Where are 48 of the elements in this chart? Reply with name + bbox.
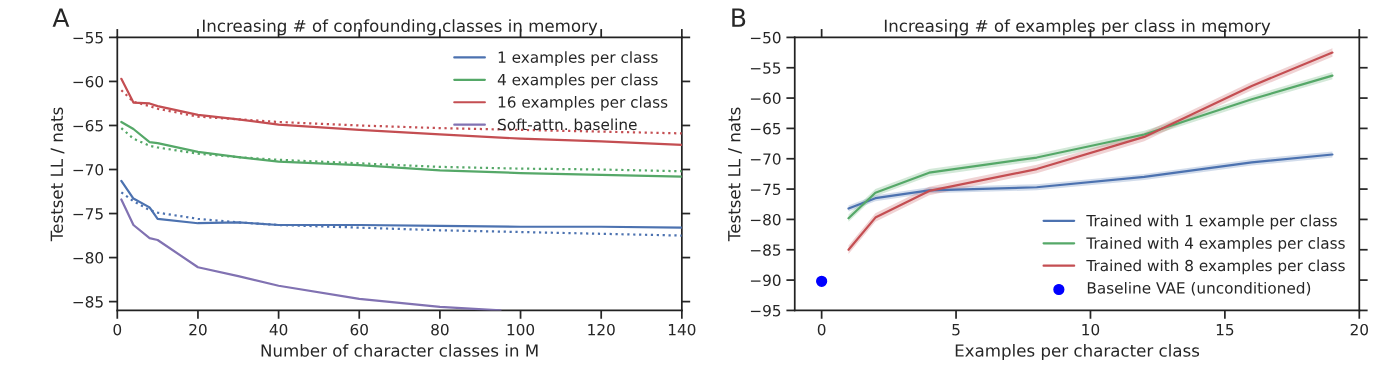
x-tick-label: 20 (1350, 323, 1369, 336)
legend-label: 1 examples per class (498, 51, 658, 66)
x-tick-label: 60 (350, 323, 368, 336)
chart-title: Increasing # of examples per class in memory (884, 19, 1271, 36)
y-tick-label: −85 (750, 244, 781, 256)
x-tick-label: 140 (668, 323, 696, 336)
y-tick-label: −60 (73, 75, 104, 88)
y-tick-label: −55 (73, 32, 103, 44)
y-tick-label: −80 (73, 252, 104, 264)
x-tick-label: 0 (817, 323, 826, 336)
x-tick-label: 10 (1082, 323, 1100, 336)
y-tick-label: −80 (750, 213, 781, 226)
y-tick-label: −70 (750, 153, 781, 165)
x-tick-label: 0 (113, 323, 122, 336)
legend-label: 16 examples per class (498, 96, 668, 111)
legend-label: Soft-attn. baseline (498, 118, 637, 131)
text: B (732, 8, 746, 27)
legend-label: Trained with 1 example per class (1086, 214, 1337, 230)
x-tick-label: 5 (952, 324, 960, 336)
x-tick-label: 15 (1216, 324, 1234, 336)
x-tick-label: 40 (269, 323, 288, 336)
y-tick-label: −65 (750, 122, 781, 135)
x-tick-label: 120 (588, 323, 615, 336)
y-tick-label: −85 (73, 296, 103, 308)
y-tick-label: −75 (73, 208, 103, 220)
y-tick-label: −95 (750, 304, 781, 317)
x-tick-label: 100 (507, 323, 535, 336)
y-axis-title: Testset LL / nats (50, 107, 65, 242)
line-series (120, 198, 502, 311)
legend-label: Trained with 8 examples per class (1086, 259, 1345, 275)
y-tick-label: −90 (750, 274, 781, 287)
legend-label: Baseline VAE (unconditioned) (1087, 281, 1311, 296)
y-tick-label: −60 (750, 92, 781, 105)
chart-title: Increasing # of confounding classes in memory (202, 19, 598, 36)
line-series (120, 120, 682, 178)
y-tick-label: −75 (750, 183, 781, 196)
x-tick-label: 20 (189, 323, 207, 336)
legend-label: Trained with 4 examples per class (1086, 237, 1345, 252)
x-axis-title: Examples per character class (955, 343, 1200, 361)
x-tick-label: 80 (431, 323, 449, 336)
y-tick-label: −50 (750, 31, 781, 44)
y-axis-title: Testset LL / nats (728, 107, 742, 242)
y-tick-label: −55 (750, 62, 781, 74)
text: A (52, 8, 70, 27)
y-tick-label: −65 (73, 119, 103, 132)
y-tick-label: −70 (73, 163, 104, 176)
legend-label: 4 examples per class (497, 73, 658, 89)
x-axis-title: Number of character classes in M (261, 343, 538, 357)
